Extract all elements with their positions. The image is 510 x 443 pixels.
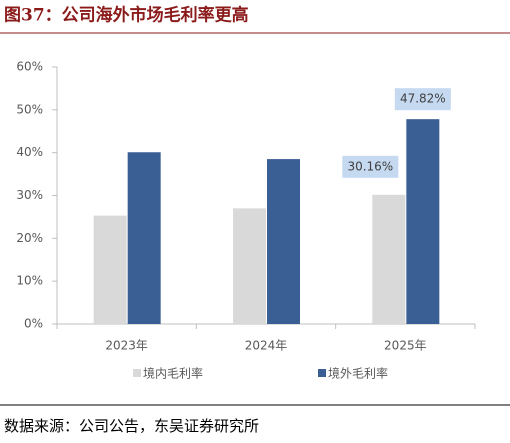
x-tick-label: 2024年 [245,339,288,353]
legend-label: 境内毛利率 [143,366,203,381]
legend-swatch [318,369,326,377]
y-tick-label: 0% [24,317,43,331]
bar [233,208,266,324]
value-label-box [342,155,399,178]
page-title: 图37：公司海外市场毛利率更高 [4,5,249,26]
bar [372,194,406,324]
x-tick-label: 2025年 [384,339,427,353]
legend-label: 境外毛利率 [328,366,388,381]
value-label: 30.16% [347,159,393,173]
y-tick-label: 50% [16,102,43,116]
bar [93,215,127,324]
source: 数据来源：公司公告，东吴证券研究所 [4,417,259,435]
y-tick-label: 40% [16,145,43,159]
y-tick-label: 60% [16,60,43,74]
legend-swatch [133,369,141,377]
bar [127,152,161,324]
bar [406,119,440,325]
value-label-box [394,88,451,111]
y-tick-label: 10% [16,274,43,288]
bar [267,159,300,324]
value-label: 47.82% [400,92,446,106]
y-tick-label: 30% [16,188,43,202]
x-tick-label: 2023年 [105,339,148,353]
y-tick-label: 20% [16,231,43,245]
